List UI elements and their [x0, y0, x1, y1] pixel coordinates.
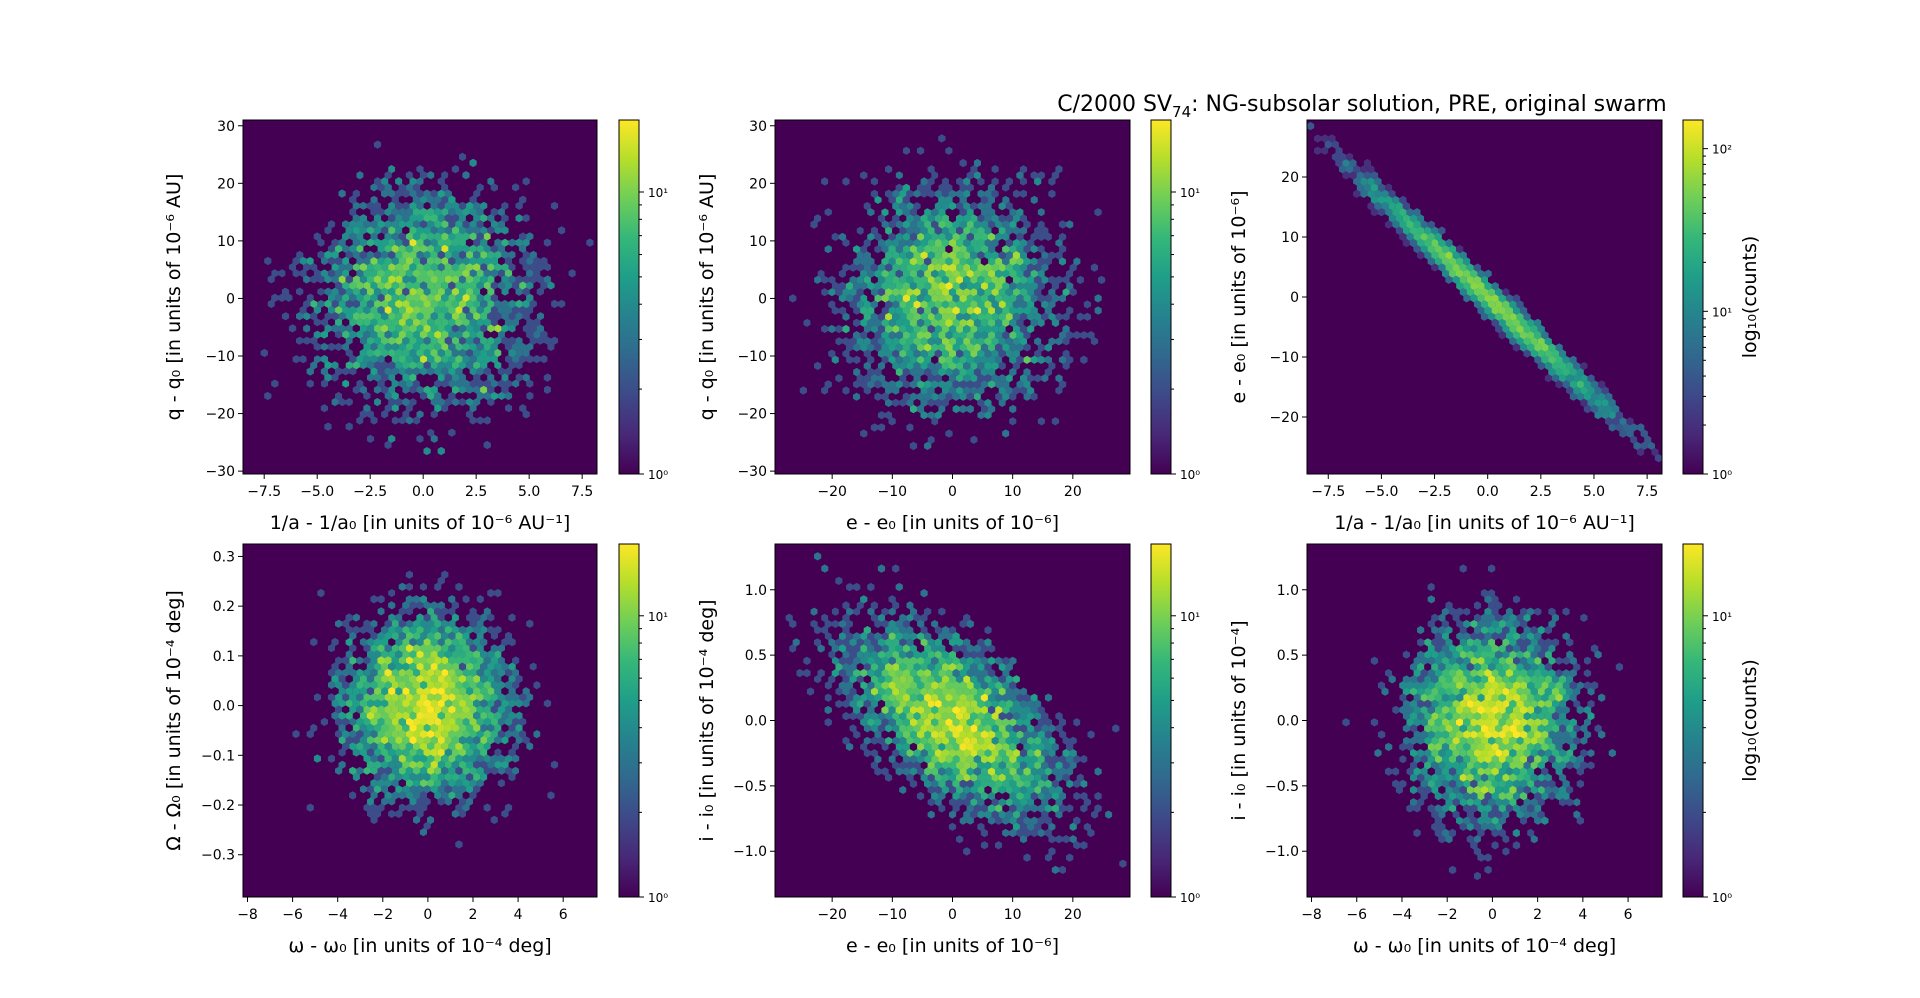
colorbar-tick-label: 10¹ — [648, 610, 668, 624]
colorbar-tick-label: 10¹ — [648, 186, 668, 200]
colorbar-tick-label: 10⁰ — [648, 468, 668, 482]
y-tick-label: 0.2 — [213, 599, 235, 615]
x-tick-label: 0.0 — [1477, 484, 1499, 500]
x-tick-label: 7.5 — [571, 484, 593, 500]
colorbar — [1683, 120, 1703, 474]
colorbar — [619, 544, 639, 897]
x-axis-label: 1/a - 1/a₀ [in units of 10⁻⁶ AU⁻¹] — [1334, 512, 1635, 534]
suptitle-subscript: 74 — [1172, 103, 1191, 121]
colorbar-tick-label: 10¹ — [1180, 186, 1200, 200]
y-tick-label: 30 — [217, 119, 235, 135]
colorbar-tick-label: 10⁰ — [1180, 468, 1200, 482]
y-tick-label: 0 — [226, 291, 235, 307]
x-tick-label: 10 — [1004, 484, 1022, 500]
y-axis-label: q - q₀ [in units of 10⁻⁶ AU] — [163, 174, 185, 421]
x-tick-label: 5.0 — [1583, 484, 1605, 500]
y-tick-label: 0.3 — [213, 549, 235, 565]
figure-suptitle: C/2000 SV74: NG-subsolar solution, PRE, … — [1057, 92, 1666, 121]
panel-top-left: −7.5 −5.0 −2.5 0.0 2.5 5.0 7.5 −30 −20 −10 0 10 20 30… — [163, 116, 668, 534]
x-tick-label: −5.0 — [300, 484, 334, 500]
y-tick-label: −0.2 — [201, 798, 235, 814]
x-tick-label: −10 — [878, 484, 908, 500]
panel-top-middle: −20 −10 0 10 20 −30 −20 −10 0 10 20 30 e - e₀ [in un… — [696, 116, 1200, 534]
y-axis-label: Ω - Ω₀ [in units of 10⁻⁴ deg] — [163, 590, 185, 851]
x-tick-label: −6 — [282, 907, 303, 923]
y-tick-label: −0.3 — [201, 848, 235, 864]
y-tick-label: 0 — [1290, 290, 1299, 306]
x-tick-label: 5.0 — [518, 484, 540, 500]
x-tick-label: −7.5 — [247, 484, 281, 500]
y-tick-label: 0 — [758, 291, 767, 307]
y-tick-label: 20 — [749, 176, 767, 192]
y-tick-label: 10 — [1281, 230, 1299, 246]
y-tick-label: 0.0 — [213, 699, 235, 715]
suptitle-rest: : NG-subsolar solution, PRE, original sw… — [1191, 92, 1667, 117]
y-tick-label: 0.1 — [213, 649, 235, 665]
x-tick-label: −7.5 — [1311, 484, 1345, 500]
colorbar-tick-label: 10⁰ — [648, 891, 668, 905]
colorbar-tick-label: 10² — [1712, 143, 1732, 157]
colorbar — [619, 120, 639, 474]
y-tick-label: −30 — [737, 464, 767, 480]
panel-top-right: −7.5 −5.0 −2.5 0.0 2.5 5.0 7.5 −20 −10 0 10 20 1/a -… — [1228, 116, 1761, 534]
x-tick-label: −5.0 — [1364, 484, 1398, 500]
x-tick-label: 2.5 — [465, 484, 487, 500]
y-tick-label: −30 — [205, 464, 235, 480]
x-axis-label: e - e₀ [in units of 10⁻⁶] — [846, 512, 1059, 534]
x-tick-label: 0 — [948, 484, 957, 500]
x-tick-label: 2 — [469, 907, 478, 923]
x-tick-label: −2.5 — [1418, 484, 1452, 500]
colorbar-label: log₁₀(counts) — [1739, 236, 1761, 359]
x-tick-label: 6 — [559, 907, 568, 923]
y-tick-label: 20 — [1281, 170, 1299, 186]
colorbar-tick-label: 10⁰ — [1712, 468, 1732, 482]
x-axis-label: ω - ω₀ [in units of 10⁻⁴ deg] — [288, 935, 551, 957]
y-tick-label: −10 — [205, 349, 235, 365]
x-tick-label: −2 — [372, 907, 393, 923]
y-tick-label: 30 — [749, 119, 767, 135]
colorbar — [1151, 120, 1171, 474]
y-axis-label: e - e₀ [in units of 10⁻⁶] — [1228, 190, 1250, 403]
x-tick-label: −20 — [817, 484, 847, 500]
x-tick-label: 0 — [423, 907, 432, 923]
y-tick-label: −0.1 — [201, 748, 235, 764]
y-tick-label: −20 — [205, 407, 235, 423]
panel-bottom-left: −8 −6 −4 −2 0 2 4 6 −0.3 −0.2 −0.1 0.0 0.1 0.2 0.3 ω - … — [163, 540, 668, 957]
y-tick-label: −10 — [1269, 350, 1299, 366]
x-tick-label: −2.5 — [353, 484, 387, 500]
y-tick-label: 10 — [749, 234, 767, 250]
suptitle-main: C/2000 SV — [1057, 92, 1172, 117]
x-tick-label: 2.5 — [1530, 484, 1552, 500]
colorbar-tick-label: 10¹ — [1712, 305, 1732, 319]
x-axis-label: 1/a - 1/a₀ [in units of 10⁻⁶ AU⁻¹] — [270, 512, 571, 534]
x-tick-label: 20 — [1064, 484, 1082, 500]
y-tick-label: −10 — [737, 349, 767, 365]
x-tick-label: 0.0 — [412, 484, 434, 500]
y-axis-label: q - q₀ [in units of 10⁻⁶ AU] — [696, 174, 718, 421]
x-tick-label: 7.5 — [1636, 484, 1658, 500]
x-tick-label: 4 — [514, 907, 523, 923]
y-tick-label: −20 — [737, 407, 767, 423]
y-tick-label: 10 — [217, 234, 235, 250]
y-tick-label: −20 — [1269, 410, 1299, 426]
x-tick-label: −4 — [327, 907, 348, 923]
x-tick-label: −8 — [237, 907, 258, 923]
y-tick-label: 20 — [217, 176, 235, 192]
